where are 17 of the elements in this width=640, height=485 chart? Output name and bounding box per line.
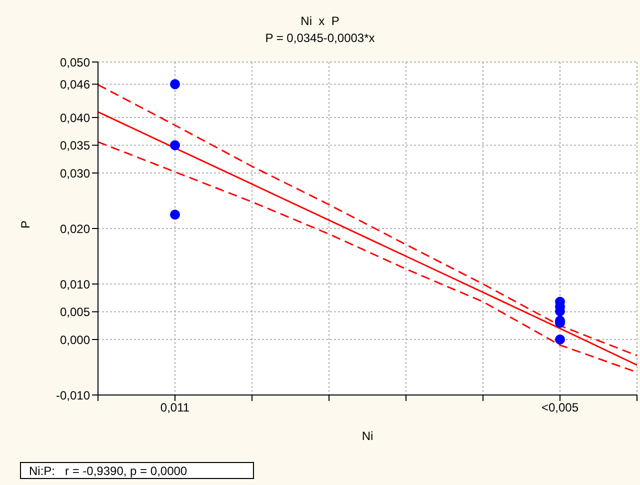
x-tick-label: 0,011 — [160, 400, 190, 415]
y-tick-label: -0,010 — [56, 388, 90, 402]
y-tick-label: 0,040 — [60, 110, 90, 125]
text: Ni:P: r = -0,9390, p = 0,0000 — [20, 462, 254, 479]
y-tick-label: 0,020 — [60, 222, 90, 236]
y-tick-label: 0,050 — [60, 55, 90, 70]
chart-title: Ni x P — [300, 14, 340, 28]
y-axis-title: P — [18, 220, 32, 228]
y-tick-label: 0,046 — [60, 77, 90, 92]
y-tick-label: 0,030 — [60, 166, 90, 180]
y-tick-label: 0,010 — [60, 277, 90, 292]
y-tick-label: 0,000 — [60, 332, 90, 347]
y-tick-label: 0,035 — [60, 138, 90, 153]
chart-subtitle: P = 0,0345-0,0003*x — [264, 31, 376, 45]
x-axis-title: Ni — [362, 429, 374, 443]
y-tick-label: 0,005 — [60, 305, 90, 320]
x-tick-label: <0,005 — [541, 400, 579, 415]
